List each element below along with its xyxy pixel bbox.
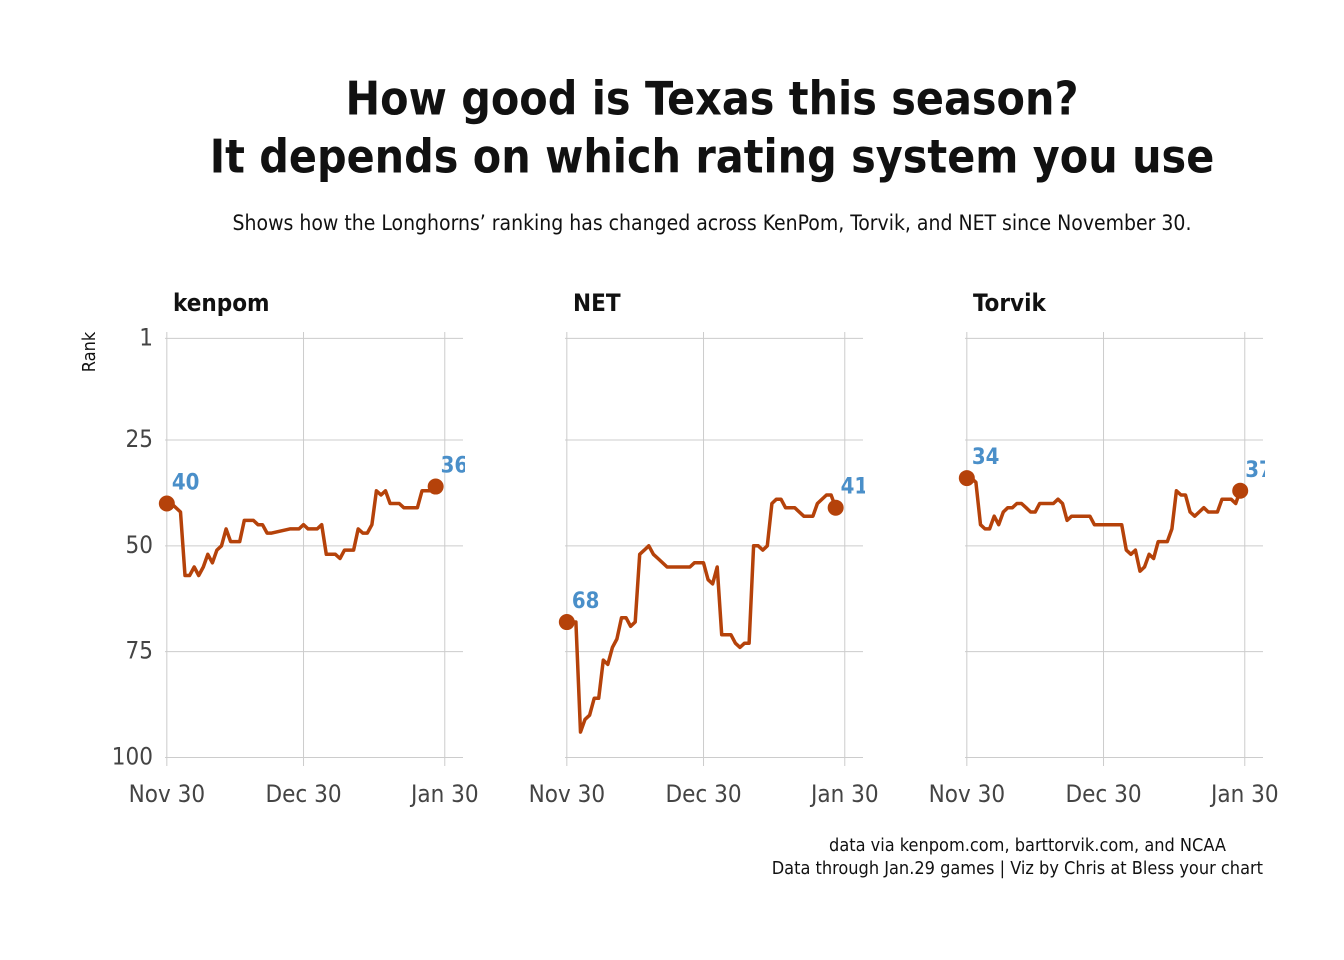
value-label: 37 — [1245, 458, 1273, 483]
value-label: 41 — [841, 475, 869, 500]
y-tick-label: 25 — [126, 425, 153, 453]
end-point — [827, 499, 844, 516]
value-label: 34 — [972, 445, 1000, 470]
x-tick-label: Nov 30 — [129, 780, 205, 808]
end-point — [558, 614, 575, 631]
y-tick-label: 1 — [139, 323, 153, 351]
x-tick-label: Jan 30 — [809, 780, 879, 808]
panel: 34 37 — [958, 445, 1273, 573]
end-point — [427, 478, 444, 495]
value-label: 68 — [572, 589, 600, 614]
panel: 68 41 — [558, 475, 869, 734]
x-tick-label: Jan 30 — [1209, 780, 1279, 808]
facet-title: NET — [573, 289, 621, 317]
x-tick-label: Nov 30 — [929, 780, 1005, 808]
x-tick-label: Dec 30 — [265, 780, 341, 808]
y-axis-title: Rank — [79, 331, 100, 372]
chart-title: It depends on which rating system you us… — [210, 130, 1215, 184]
x-tick-label: Dec 30 — [1065, 780, 1141, 808]
y-tick-label: 100 — [112, 743, 153, 771]
chart-subtitle: Shows how the Longhorns’ ranking has cha… — [233, 211, 1192, 235]
line — [566, 493, 838, 734]
x-tick-label: Dec 30 — [665, 780, 741, 808]
value-label: 36 — [441, 454, 469, 479]
x-tick-label: Nov 30 — [529, 780, 605, 808]
line — [966, 476, 1242, 573]
line — [166, 485, 437, 578]
end-point — [158, 495, 175, 512]
value-label: 40 — [172, 470, 200, 495]
end-point — [1232, 482, 1249, 499]
chart-title: How good is Texas this season? — [346, 72, 1079, 126]
y-tick-label: 50 — [126, 531, 153, 559]
caption: Data through Jan.29 games | Viz by Chris… — [772, 858, 1263, 879]
facet-title: Torvik — [973, 289, 1047, 317]
caption: data via kenpom.com, barttorvik.com, and… — [829, 835, 1226, 856]
x-tick-label: Jan 30 — [409, 780, 479, 808]
facet-title: kenpom — [173, 289, 270, 317]
panel: 40 36 — [158, 454, 469, 578]
end-point — [958, 470, 975, 487]
y-tick-label: 75 — [126, 637, 153, 665]
